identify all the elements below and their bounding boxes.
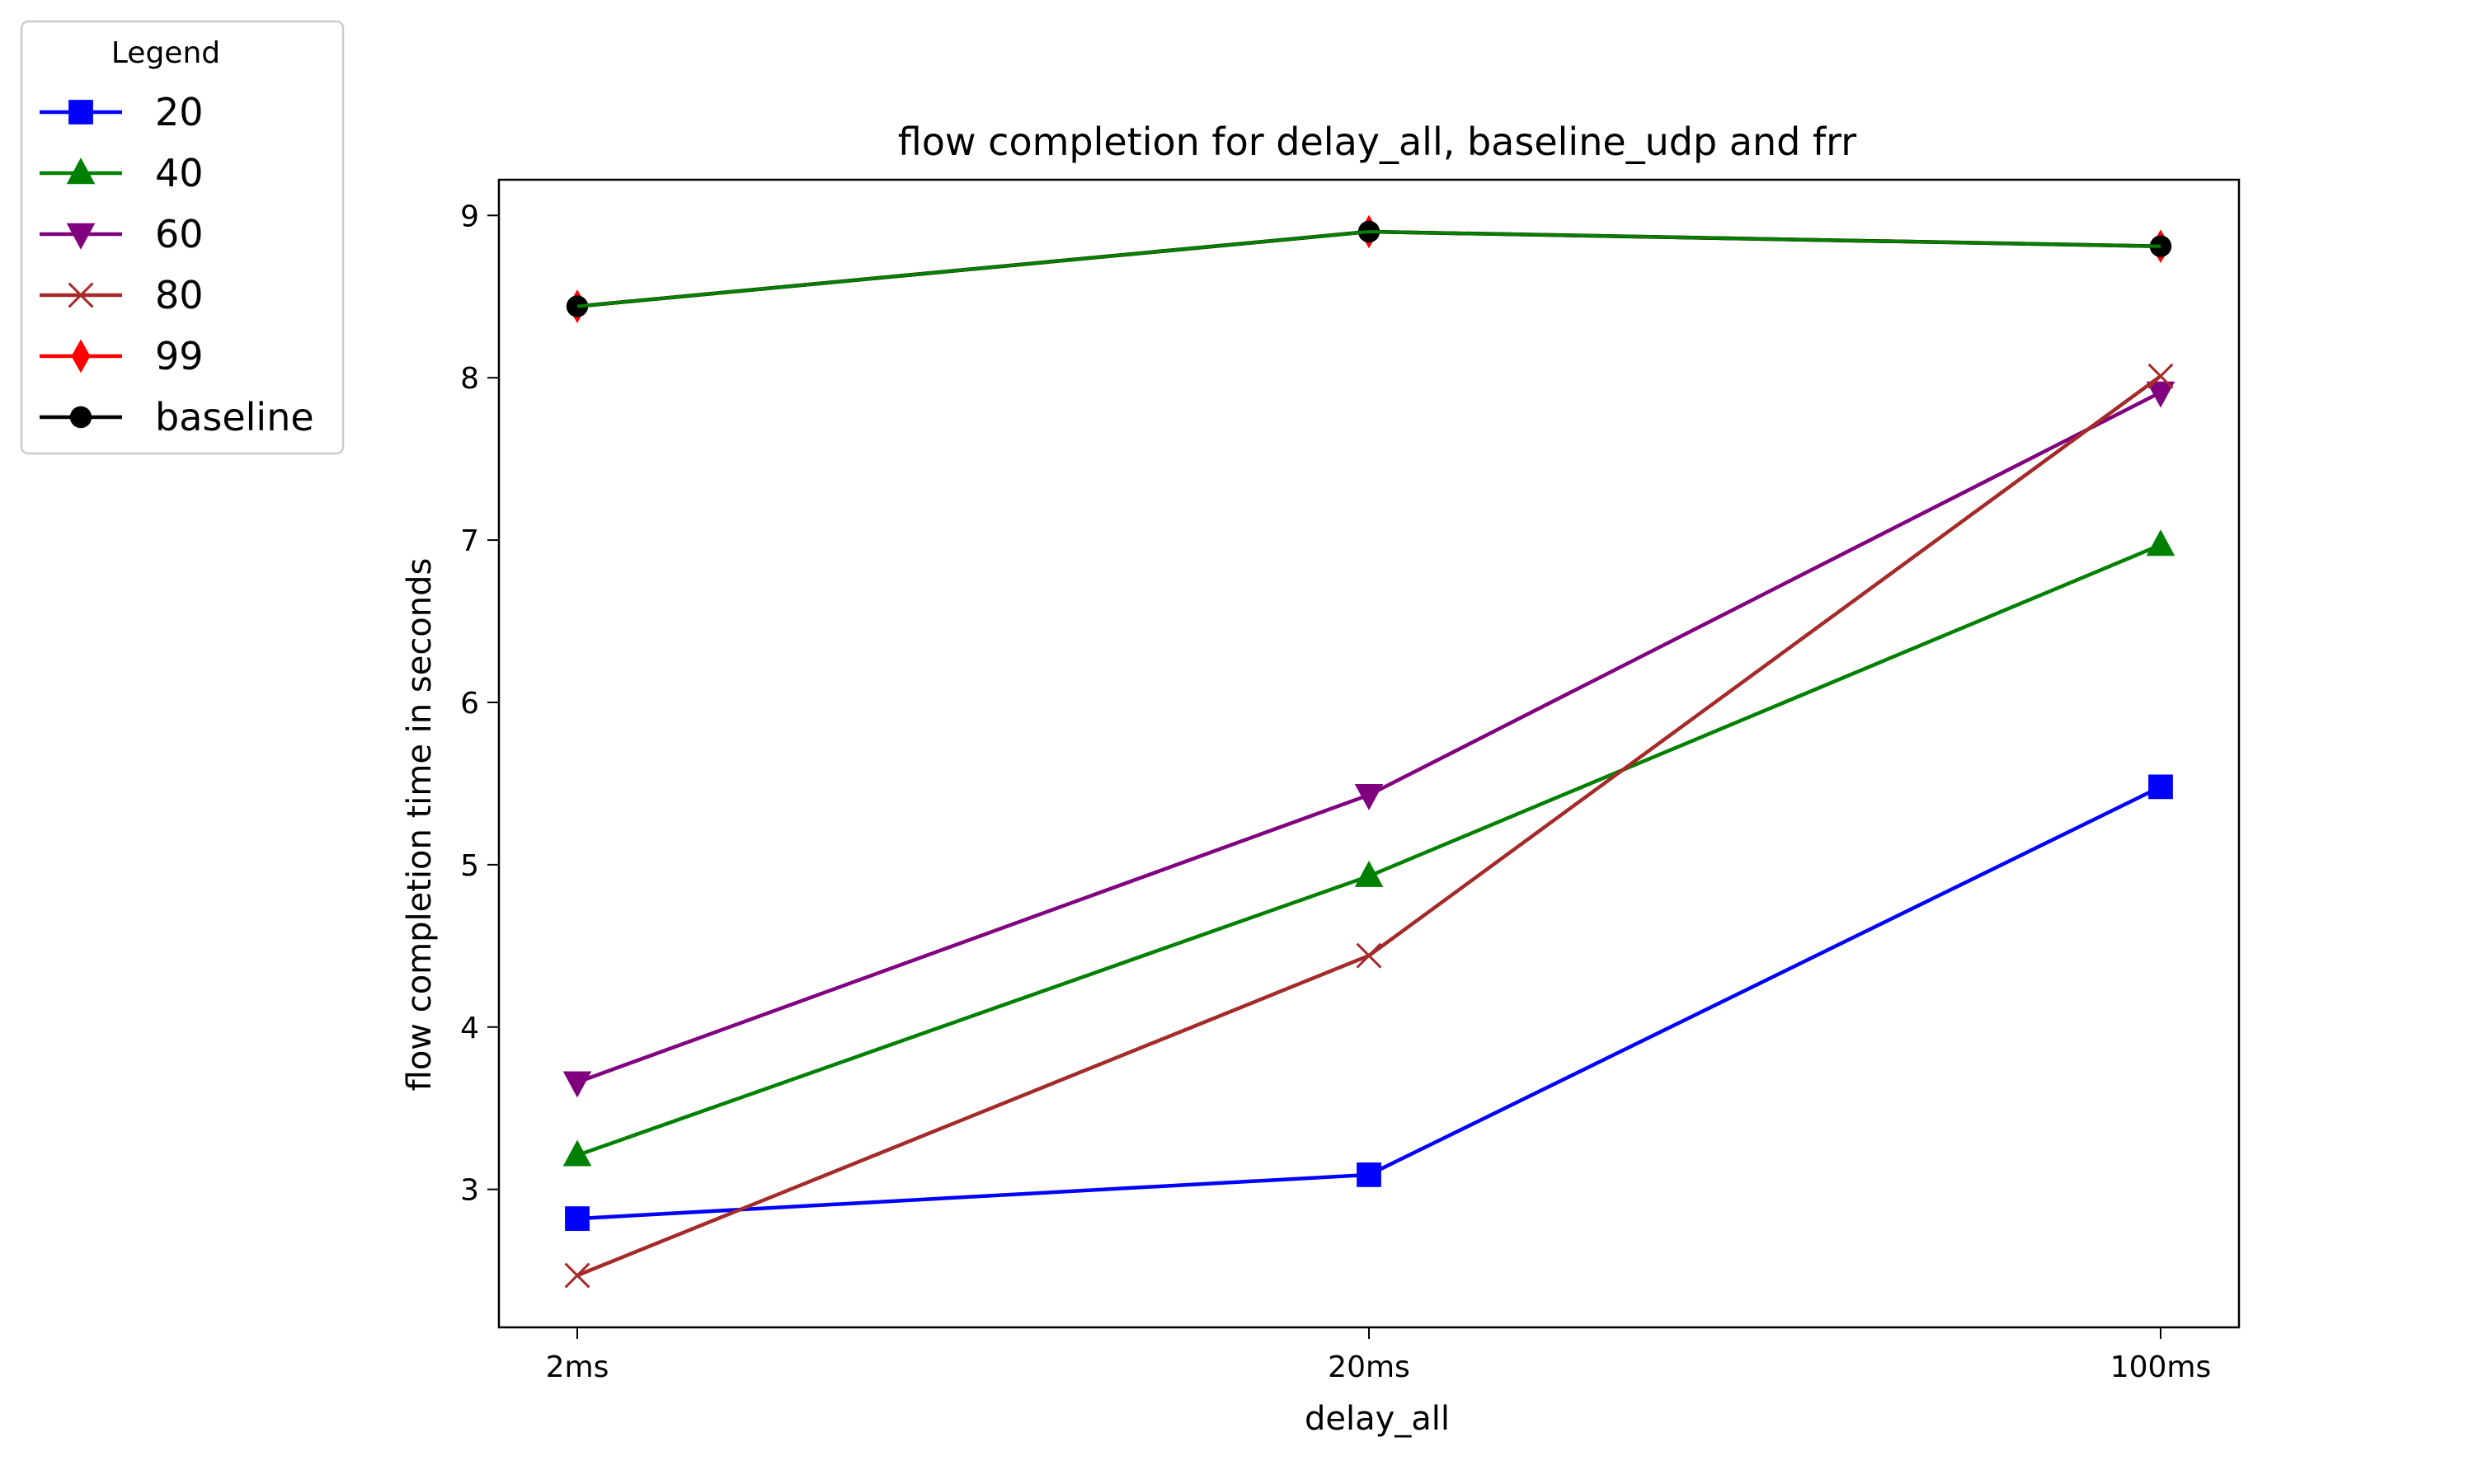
y-tick-label: 4 [460, 1012, 479, 1045]
legend-marker [71, 339, 91, 373]
legend-label: baseline [155, 395, 314, 439]
series-baseline [566, 220, 2172, 317]
x-tick-label: 2ms [546, 1350, 609, 1384]
series-line [576, 785, 2161, 1221]
legend-item-40: 40 [40, 151, 204, 195]
legend-label: 80 [155, 273, 204, 317]
series-40 [562, 529, 2175, 1167]
legend-marker [69, 406, 92, 429]
legend-item-60: 60 [40, 212, 204, 256]
legend-item-80: 80 [40, 273, 204, 317]
data-point [1354, 860, 1384, 887]
series-20 [565, 774, 2173, 1231]
legend-label: 60 [155, 212, 204, 256]
legend-item-20: 20 [40, 90, 204, 134]
data-point [1356, 942, 1382, 969]
legend: Legend 20 40 60 80 99 baseline [20, 20, 345, 455]
data-point [562, 1071, 592, 1098]
data-point [565, 1206, 590, 1231]
legend-marker [68, 100, 93, 124]
overlay-line [576, 230, 2161, 308]
legend-item-99: 99 [40, 334, 204, 378]
y-tick-label: 8 [460, 362, 479, 396]
series-line [576, 374, 2162, 1278]
series-60 [562, 381, 2175, 1098]
series-80 [564, 363, 2174, 1289]
data-point [2147, 363, 2174, 389]
legend-label: 40 [155, 151, 204, 195]
y-tick-label: 3 [460, 1174, 479, 1208]
data-point [562, 1139, 592, 1167]
y-tick-label: 9 [460, 200, 479, 233]
y-tick-label: 7 [460, 524, 479, 558]
data-point [2148, 774, 2173, 800]
series-line [576, 542, 2161, 1158]
legend-label: 99 [155, 334, 204, 378]
legend-label: 20 [155, 90, 204, 134]
legend-item-baseline: baseline [40, 395, 314, 439]
data-point [1357, 1162, 1381, 1187]
legend-title: Legend [111, 36, 220, 70]
legend-marker [68, 282, 94, 308]
data-point [1354, 784, 1384, 810]
chart-title: flow completion for delay_all, baseline_… [898, 120, 1856, 164]
plot-frame [497, 178, 2241, 1329]
y-tick-label: 6 [460, 687, 479, 721]
x-tick-label: 20ms [1328, 1350, 1410, 1384]
legend-marker [66, 157, 96, 185]
data-point [564, 1262, 590, 1289]
data-point [2146, 529, 2175, 556]
legend-marker [66, 223, 96, 250]
y-axis-label: flow completion time in seconds [401, 558, 439, 1092]
series-line [576, 390, 2162, 1084]
y-tick-label: 5 [460, 849, 479, 883]
x-tick-label: 100ms [2110, 1350, 2212, 1384]
data-point [2146, 381, 2175, 408]
x-axis-label: delay_all [1305, 1400, 1450, 1438]
legend-box [20, 20, 345, 455]
